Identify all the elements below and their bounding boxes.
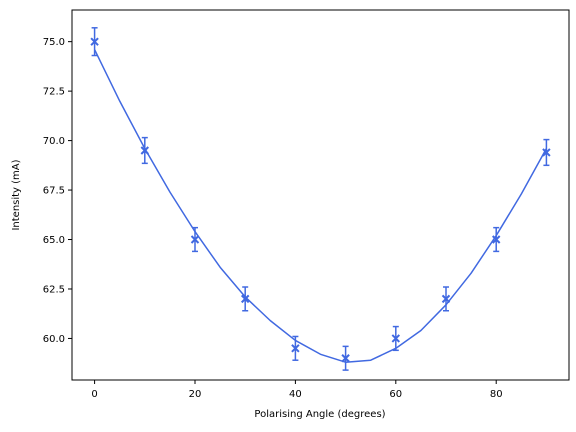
- y-tick-label: 65.0: [43, 235, 65, 246]
- data-point: [441, 286, 451, 312]
- y-tick-label: 70.0: [43, 136, 65, 147]
- plot-area: [72, 10, 569, 380]
- data-point: [90, 27, 99, 57]
- fit-line-layer: [93, 49, 548, 363]
- data-point: [190, 226, 200, 253]
- x-axis-label: Polarising Angle (degrees): [254, 409, 385, 420]
- x-tick-label: 20: [189, 389, 202, 400]
- x-marker: [291, 344, 300, 353]
- x-tick-label: 40: [289, 389, 302, 400]
- y-tick-label: 62.5: [43, 284, 65, 295]
- x-marker: [90, 37, 99, 46]
- x-axis-ticks: 0 20 40 60 80: [91, 380, 503, 400]
- data-point: [542, 138, 551, 167]
- x-marker: [140, 146, 150, 155]
- x-marker: [391, 334, 401, 343]
- x-tick-label: 0: [91, 389, 97, 400]
- data-point: [240, 286, 250, 312]
- data-point: [140, 136, 150, 165]
- y-tick-label: 60.0: [43, 334, 65, 345]
- fit-curve: [93, 49, 548, 363]
- x-marker: [441, 294, 451, 304]
- data-point: [491, 226, 501, 253]
- y-axis-label: Intensity (mA): [11, 159, 22, 230]
- y-tick-label: 67.5: [43, 186, 65, 197]
- y-tick-label: 72.5: [43, 87, 65, 98]
- y-axis-ticks: 60.0 62.5 65.0 67.5 70.0 72.5 75.0: [43, 37, 72, 345]
- x-tick-label: 80: [490, 389, 503, 400]
- x-marker: [240, 294, 250, 304]
- x-marker: [341, 354, 350, 363]
- x-marker: [491, 235, 501, 244]
- data-point: [341, 345, 350, 371]
- x-marker: [190, 235, 200, 244]
- axes-frame: [71, 9, 570, 381]
- data-point: [391, 325, 401, 352]
- x-marker: [542, 148, 551, 157]
- y-tick-label: 75.0: [43, 37, 65, 48]
- data-point: [291, 335, 300, 361]
- x-tick-label: 60: [389, 389, 402, 400]
- data-points-layer: [90, 27, 551, 371]
